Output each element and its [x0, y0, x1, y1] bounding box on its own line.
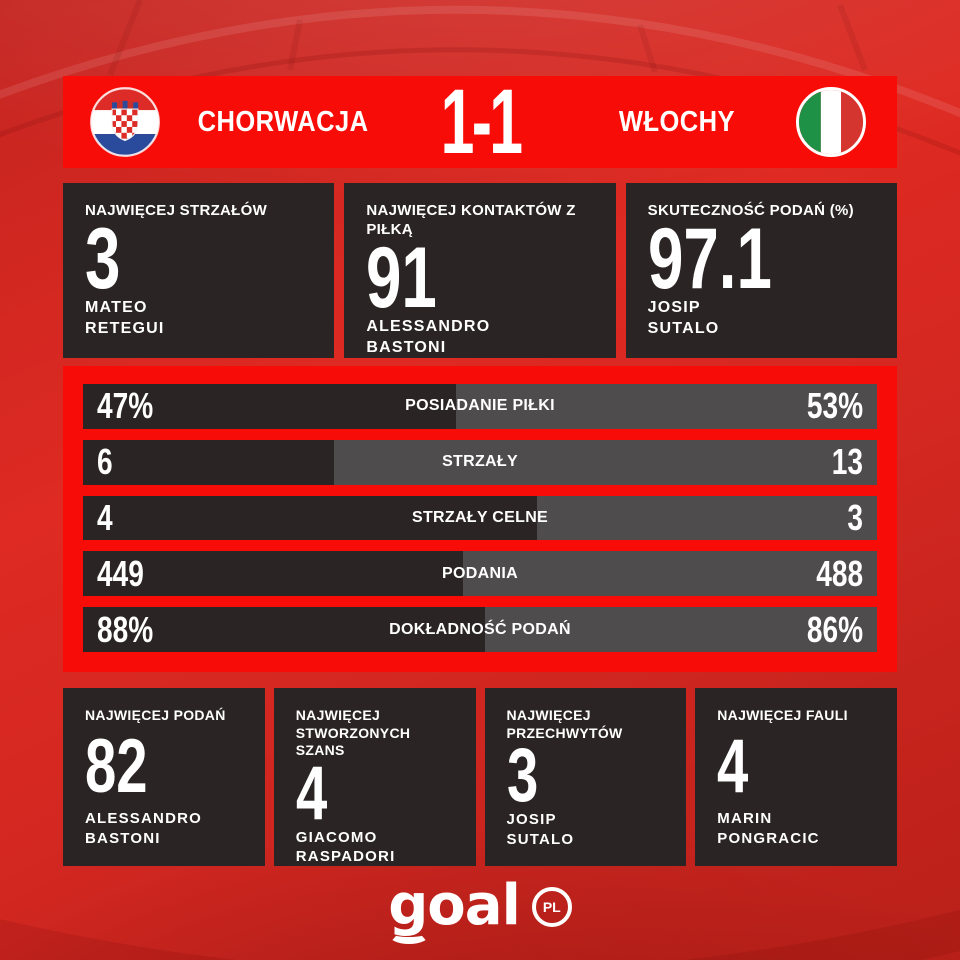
stat-label: NAJWIĘCEJ PODAŃ — [85, 707, 226, 723]
comparison-row-passes: 449 PODANIA 488 — [83, 551, 877, 597]
away-value: 488 — [816, 552, 863, 594]
stat-value: 91 — [366, 229, 438, 326]
home-bar-segment — [83, 384, 457, 429]
match-header: CHORWACJA 1-1 WŁOCHY — [63, 76, 897, 168]
away-bar-segment — [536, 495, 877, 541]
stat-value: 3 — [85, 210, 121, 307]
stat-value: 3 — [506, 733, 538, 818]
away-team-name: WŁOCHY — [618, 105, 735, 138]
comparison-row-pass-accuracy: 88% DOKŁADNOŚĆ PODAŃ 86% — [83, 607, 877, 652]
comparison-label: STRZAŁY — [442, 453, 518, 471]
team-comparison-panel: 47% POSIADANIE PIŁKI 53% 6 STRZAŁY 13 4 … — [63, 366, 897, 672]
croatia-flag-icon — [90, 87, 160, 157]
match-score: 1-1 — [440, 71, 522, 173]
player-name: JOSIP SUTALO — [647, 299, 720, 338]
home-team-name: CHORWACJA — [197, 105, 369, 138]
stat-card-most-fouls: NAJWIĘCEJ FAULI 4 MARIN PONGRACIC — [695, 688, 897, 866]
comparison-label: DOKŁADNOŚĆ PODAŃ — [389, 620, 571, 638]
home-bar-segment — [83, 551, 464, 597]
player-name: JOSIP SUTALO — [506, 811, 575, 848]
comparison-label: POSIADANIE PIŁKI — [405, 397, 555, 415]
away-bar-segment — [333, 439, 877, 485]
away-value: 86% — [806, 608, 863, 650]
bottom-stat-cards: NAJWIĘCEJ PODAŃ 82 ALESSANDRO BASTONI NA… — [63, 688, 897, 866]
stat-card-most-interceptions: NAJWIĘCEJ PRZECHWYTÓW 3 JOSIP SUTALO — [484, 688, 687, 866]
comparison-row-shots-on-target: 4 STRZAŁY CELNE 3 — [83, 495, 877, 541]
away-value: 3 — [847, 496, 863, 538]
comparison-row-possession: 47% POSIADANIE PIŁKI 53% — [83, 384, 877, 429]
stat-label: NAJWIĘCEJ FAULI — [717, 707, 848, 723]
home-bar-segment — [83, 439, 334, 485]
away-value: 53% — [806, 385, 863, 427]
stat-card-pass-accuracy: SKUTECZNOŚĆ PODAŃ (%) 97.1 JOSIP SUTALO — [625, 183, 897, 358]
away-bar-segment — [484, 607, 877, 652]
comparison-row-shots: 6 STRZAŁY 13 — [83, 439, 877, 485]
home-value: 4 — [97, 496, 113, 538]
italy-flag-icon — [796, 87, 866, 157]
top-stat-cards: NAJWIĘCEJ STRZAŁÓW 3 MATEO RETEGUI NAJWI… — [63, 183, 897, 358]
stat-label: NAJWIĘCEJ STWORZONYCH SZANS — [295, 707, 411, 758]
goal-logo-wordmark: goal — [388, 878, 521, 944]
stat-card-most-shots: NAJWIĘCEJ STRZAŁÓW 3 MATEO RETEGUI — [63, 183, 335, 358]
stat-card-most-chances-created: NAJWIĘCEJ STWORZONYCH SZANS 4 GIACOMO RA… — [273, 688, 476, 866]
home-bar-segment — [83, 495, 537, 541]
goal-logo-smile-icon — [389, 926, 430, 944]
stat-label: NAJWIĘCEJ PRZECHWYTÓW — [506, 707, 623, 741]
stat-label: NAJWIĘCEJ KONTAKTÓW Z PIŁKĄ — [366, 202, 576, 238]
stat-card-most-passes: NAJWIĘCEJ PODAŃ 82 ALESSANDRO BASTONI — [63, 688, 265, 866]
away-bar-segment — [456, 384, 877, 429]
goal-pl-logo: goal PL — [0, 878, 960, 944]
player-name: MATEO RETEGUI — [85, 299, 165, 338]
player-name: ALESSANDRO BASTONI — [85, 810, 203, 847]
home-value: 6 — [97, 441, 113, 483]
stat-value: 4 — [717, 723, 749, 809]
player-name: GIACOMO RASPADORI — [295, 828, 396, 866]
home-value: 88% — [97, 608, 154, 650]
player-name: ALESSANDRO BASTONI — [366, 317, 491, 356]
player-name: MARIN PONGRACIC — [717, 810, 820, 847]
stat-card-most-touches: NAJWIĘCEJ KONTAKTÓW Z PIŁKĄ 91 ALESSANDR… — [344, 183, 616, 358]
comparison-label: STRZAŁY CELNE — [411, 508, 549, 526]
stat-label: NAJWIĘCEJ STRZAŁÓW — [85, 202, 268, 219]
goal-logo-pl-badge: PL — [531, 887, 572, 927]
home-bar-segment — [83, 607, 485, 652]
stat-label: SKUTECZNOŚĆ PODAŃ (%) — [647, 202, 854, 219]
stat-value: 82 — [85, 723, 148, 809]
comparison-label: PODANIA — [442, 564, 518, 582]
away-value: 13 — [831, 441, 863, 483]
stat-value: 4 — [295, 750, 328, 836]
away-bar-segment — [463, 551, 877, 597]
stat-value: 97.1 — [647, 210, 772, 307]
home-value: 449 — [97, 552, 144, 594]
home-value: 47% — [97, 385, 154, 427]
